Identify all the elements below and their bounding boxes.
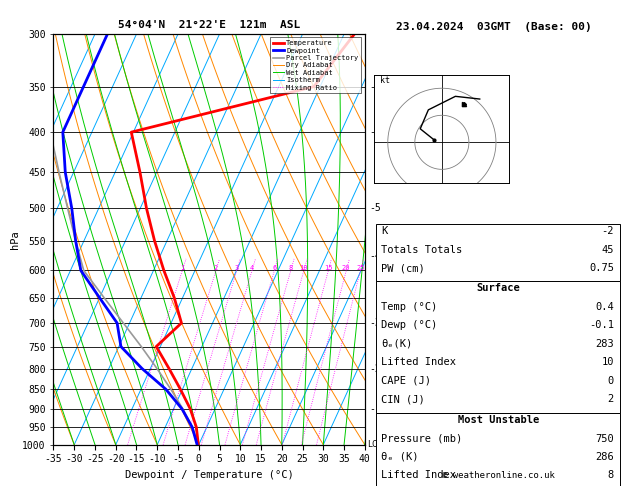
Text: -6: -6 <box>369 127 381 137</box>
Text: CIN (J): CIN (J) <box>381 394 425 404</box>
Text: LCL: LCL <box>367 440 382 449</box>
Text: 6: 6 <box>272 265 276 271</box>
Text: Lifted Index: Lifted Index <box>381 470 456 481</box>
Text: -2: -2 <box>369 364 381 374</box>
Text: 3: 3 <box>235 265 238 271</box>
Text: θₑ(K): θₑ(K) <box>381 339 413 349</box>
Text: 45: 45 <box>601 245 614 255</box>
Text: 8: 8 <box>608 470 614 481</box>
Text: -7: -7 <box>369 82 381 91</box>
Text: K: K <box>381 226 387 237</box>
Text: 0.75: 0.75 <box>589 263 614 274</box>
Text: 750: 750 <box>595 434 614 444</box>
Y-axis label: km
ASL: km ASL <box>381 240 399 261</box>
Y-axis label: hPa: hPa <box>9 230 19 249</box>
Text: 0.4: 0.4 <box>595 302 614 312</box>
Text: 23.04.2024  03GMT  (Base: 00): 23.04.2024 03GMT (Base: 00) <box>396 22 592 32</box>
Text: Pressure (mb): Pressure (mb) <box>381 434 462 444</box>
Text: -3: -3 <box>369 318 381 328</box>
Text: 20: 20 <box>342 265 350 271</box>
Text: 2: 2 <box>214 265 218 271</box>
Text: θₑ (K): θₑ (K) <box>381 452 419 462</box>
X-axis label: Dewpoint / Temperature (°C): Dewpoint / Temperature (°C) <box>125 470 294 480</box>
Text: PW (cm): PW (cm) <box>381 263 425 274</box>
Text: 0: 0 <box>608 376 614 386</box>
Text: 10: 10 <box>601 357 614 367</box>
Text: -2: -2 <box>601 226 614 237</box>
Title: 54°04'N  21°22'E  121m  ASL: 54°04'N 21°22'E 121m ASL <box>118 20 300 31</box>
Text: kt: kt <box>380 76 389 85</box>
Text: 15: 15 <box>324 265 332 271</box>
Text: 286: 286 <box>595 452 614 462</box>
Text: 25: 25 <box>356 265 365 271</box>
Text: 10: 10 <box>299 265 308 271</box>
Text: Surface: Surface <box>476 283 520 294</box>
Text: Mixing Ratio (g/kg): Mixing Ratio (g/kg) <box>389 254 398 348</box>
Text: Most Unstable: Most Unstable <box>457 415 539 425</box>
Text: 2: 2 <box>608 394 614 404</box>
Text: Temp (°C): Temp (°C) <box>381 302 437 312</box>
Text: -1: -1 <box>369 404 381 414</box>
Text: 4: 4 <box>250 265 254 271</box>
Text: -0.1: -0.1 <box>589 320 614 330</box>
Text: Dewp (°C): Dewp (°C) <box>381 320 437 330</box>
Legend: Temperature, Dewpoint, Parcel Trajectory, Dry Adiabat, Wet Adiabat, Isotherm, Mi: Temperature, Dewpoint, Parcel Trajectory… <box>270 37 361 93</box>
Text: 1: 1 <box>180 265 184 271</box>
Text: -4: -4 <box>369 251 381 261</box>
Text: © weatheronline.co.uk: © weatheronline.co.uk <box>442 471 555 480</box>
Text: 8: 8 <box>289 265 292 271</box>
Text: Totals Totals: Totals Totals <box>381 245 462 255</box>
Text: 283: 283 <box>595 339 614 349</box>
Text: CAPE (J): CAPE (J) <box>381 376 431 386</box>
Text: -5: -5 <box>369 203 381 213</box>
Text: Lifted Index: Lifted Index <box>381 357 456 367</box>
